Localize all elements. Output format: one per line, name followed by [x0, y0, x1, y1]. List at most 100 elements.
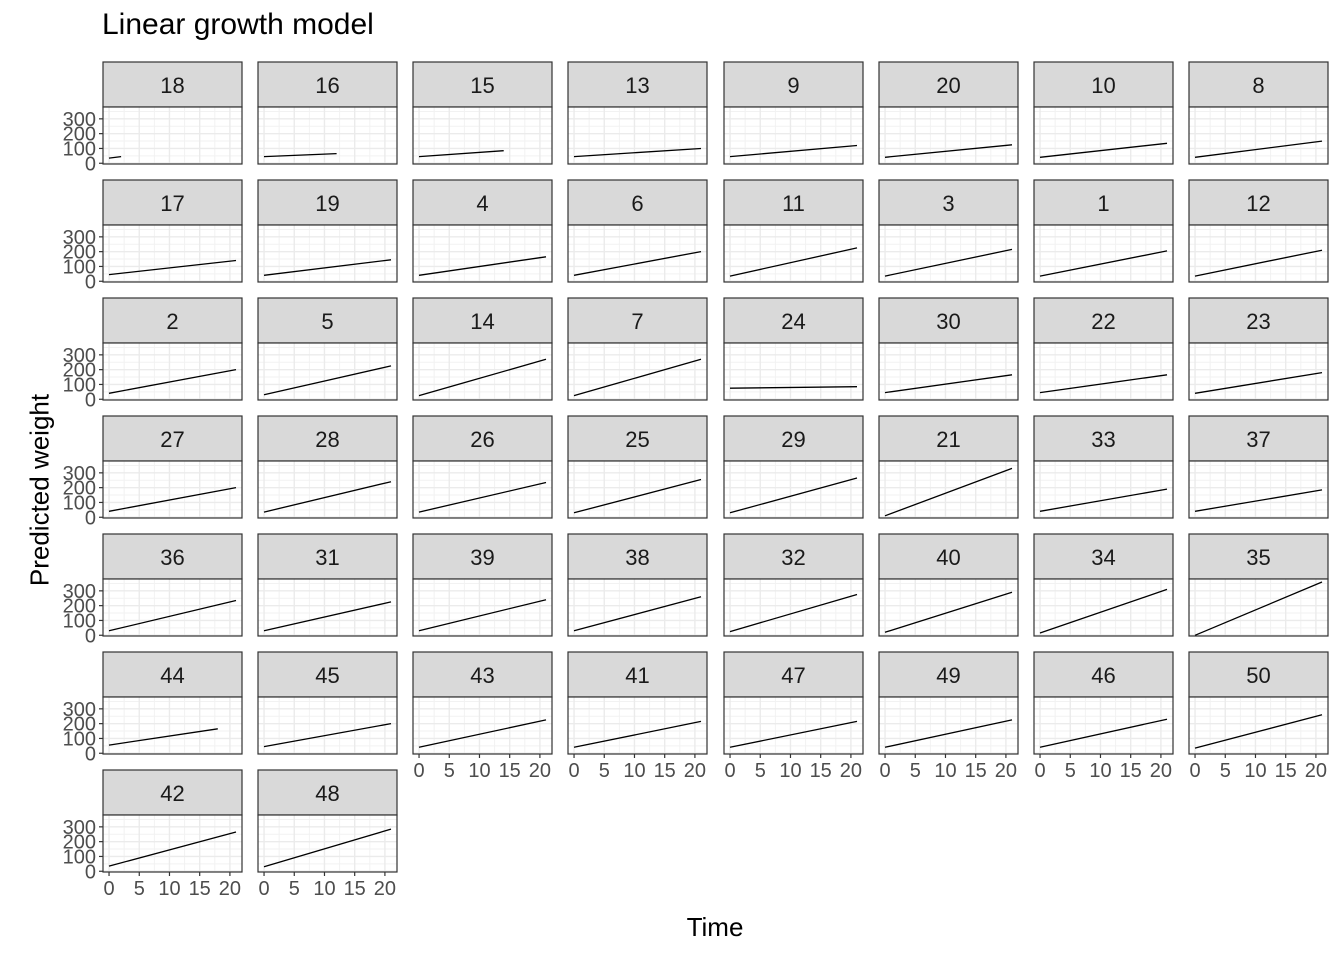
series-line [263, 601, 392, 632]
facet-strip [102, 651, 243, 698]
series-line [1039, 250, 1168, 277]
panel-border [102, 578, 243, 637]
y-tick-label: 100 [63, 256, 96, 278]
series-line [1039, 588, 1168, 634]
panel-background [258, 815, 397, 872]
panel-border [1033, 106, 1174, 165]
panel-border [1188, 106, 1329, 165]
series-line [884, 467, 1013, 517]
y-tick-label: 0 [85, 389, 96, 411]
x-tick-label: 15 [189, 878, 211, 900]
series-line [573, 250, 702, 276]
facet-panel: 13 [567, 61, 708, 165]
facet-strip-label: 2 [166, 309, 178, 334]
x-tick-label: 0 [1189, 760, 1200, 782]
y-tick-label: 100 [63, 846, 96, 868]
x-tick-label: 20 [1305, 760, 1327, 782]
panel-background [103, 107, 242, 164]
y-tick-label: 0 [85, 861, 96, 883]
facet-panel: 3 [878, 179, 1019, 283]
facet-strip-label: 21 [936, 427, 960, 452]
facet-panel: 1 [1033, 179, 1174, 283]
y-tick-label: 200 [63, 478, 96, 500]
facet-strip-label: 5 [321, 309, 333, 334]
panel-border [102, 224, 243, 283]
series-line [418, 150, 504, 158]
x-tick-label: 5 [289, 878, 300, 900]
y-tick-label: 300 [63, 699, 96, 721]
series-line [573, 147, 702, 158]
facet-strip [567, 651, 708, 698]
panel-background [103, 697, 242, 754]
series-line [418, 719, 547, 748]
panel-border [1033, 342, 1174, 401]
x-tick-label: 20 [995, 760, 1017, 782]
series-line [418, 481, 547, 513]
series-line [108, 259, 237, 276]
y-tick-label: 300 [63, 227, 96, 249]
facet-strip-label: 40 [936, 545, 960, 570]
series-line [263, 152, 337, 158]
y-tick-label: 0 [85, 625, 96, 647]
facet-panel: 38 [567, 533, 708, 637]
y-tick-label: 0 [85, 507, 96, 529]
panel-border [102, 460, 243, 519]
x-tick-label: 10 [1089, 760, 1111, 782]
y-tick-label: 200 [63, 242, 96, 264]
facet-strip-label: 28 [315, 427, 339, 452]
facet-strip-label: 19 [315, 191, 339, 216]
x-tick-label: 15 [1275, 760, 1297, 782]
panel-border [723, 106, 864, 165]
series-line [108, 368, 237, 394]
y-tick-label: 300 [63, 463, 96, 485]
facet-panel: 20 [878, 61, 1019, 165]
facet-panel: 30 [878, 297, 1019, 401]
facet-strip [1188, 297, 1329, 344]
facet-strip [878, 297, 1019, 344]
facet-strip [723, 651, 864, 698]
facet-strip-label: 6 [631, 191, 643, 216]
facet-panel: 16 [257, 61, 398, 165]
facet-strip-label: 18 [160, 73, 184, 98]
panel-border [567, 696, 708, 755]
facet-panel: 46 0 5 10 15 20 [1033, 651, 1174, 782]
y-tick-label: 0 [85, 271, 96, 293]
facet-panel: 15 [412, 61, 553, 165]
facet-panel: 8 [1188, 61, 1329, 165]
y-tick-label: 0 [85, 153, 96, 175]
x-tick-label: 15 [344, 878, 366, 900]
x-tick-label: 20 [684, 760, 706, 782]
panel-background [258, 225, 397, 282]
x-tick-label: 10 [468, 760, 490, 782]
facet-panel: 50 0 5 10 15 20 [1188, 651, 1329, 782]
facet-strip [102, 769, 243, 816]
panel-background [258, 697, 397, 754]
facet-strip [567, 61, 708, 108]
x-tick-label: 10 [779, 760, 801, 782]
panel-border [102, 106, 243, 165]
x-tick-label: 20 [529, 760, 551, 782]
panel-border [257, 224, 398, 283]
facet-strip-label: 46 [1091, 663, 1115, 688]
facet-panel: 6 [567, 179, 708, 283]
x-tick-label: 15 [499, 760, 521, 782]
facet-strip-label: 30 [936, 309, 960, 334]
panel-border [878, 342, 1019, 401]
y-tick-label: 100 [63, 374, 96, 396]
series-line [573, 596, 702, 632]
x-tick-label: 20 [374, 878, 396, 900]
panel-border [1188, 696, 1329, 755]
facet-strip-label: 38 [625, 545, 649, 570]
y-tick-label: 200 [63, 832, 96, 854]
facet-strip-label: 15 [470, 73, 494, 98]
panel-background [568, 107, 707, 164]
panel-border [257, 814, 398, 873]
facet-strip-label: 3 [942, 191, 954, 216]
facet-strip-label: 49 [936, 663, 960, 688]
facet-strip-label: 32 [781, 545, 805, 570]
facet-panel: 39 [412, 533, 553, 637]
series-line [1194, 489, 1323, 512]
